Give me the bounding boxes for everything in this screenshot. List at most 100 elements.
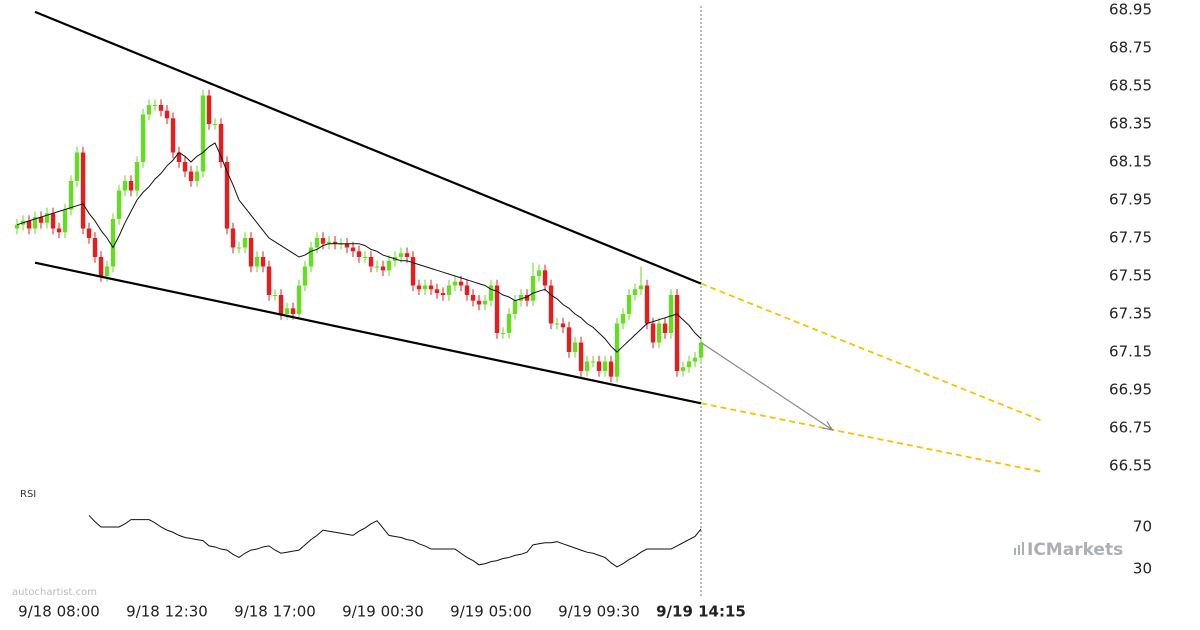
candle-body <box>584 361 590 371</box>
candle-body <box>326 241 332 244</box>
trendline <box>700 402 1042 473</box>
candle-body <box>458 281 464 286</box>
candle-body <box>332 241 338 244</box>
candle-body <box>638 285 644 290</box>
candle-body <box>224 162 230 229</box>
candle-body <box>200 95 206 172</box>
trendline <box>700 282 1042 422</box>
candle-body <box>632 289 638 295</box>
candle-body <box>440 293 446 295</box>
candle-body <box>116 190 122 219</box>
candle-body <box>62 209 68 233</box>
trendline <box>34 10 702 285</box>
candle-body <box>578 342 584 371</box>
candle-body <box>218 124 224 162</box>
y-tick-label: 68.35 <box>1109 115 1152 133</box>
candle-body <box>362 257 368 258</box>
y-tick-label: 68.55 <box>1109 77 1152 95</box>
candle-body <box>254 257 260 267</box>
candle-body <box>140 114 146 162</box>
candle-body <box>686 361 692 368</box>
candle-body <box>170 118 176 153</box>
candle-body <box>404 253 410 257</box>
candle-body <box>680 367 686 371</box>
candle-body <box>596 361 602 371</box>
candle-body <box>626 295 632 314</box>
candle-body <box>146 105 152 115</box>
candle-body <box>266 266 272 295</box>
candle-body <box>158 105 164 111</box>
y-tick-label: 66.95 <box>1109 381 1152 399</box>
candle-body <box>692 357 698 362</box>
moving-average <box>16 142 702 353</box>
candle-body <box>302 266 308 286</box>
candle-body <box>86 228 92 238</box>
candle-body <box>296 285 302 314</box>
candle-body <box>464 285 470 295</box>
candle-body <box>32 217 38 229</box>
candle-body <box>428 285 434 290</box>
candle-body <box>614 323 620 377</box>
x-tick-label: 9/18 12:30 <box>126 603 208 621</box>
candle-body <box>422 285 428 290</box>
x-tick-label: 9/19 09:30 <box>558 603 640 621</box>
candle-body <box>500 333 506 334</box>
x-tick-label: 9/18 17:00 <box>234 603 316 621</box>
candle-body <box>530 276 536 301</box>
candle-body <box>650 323 656 343</box>
candle-body <box>188 171 194 181</box>
y-tick-label: 67.75 <box>1109 229 1152 247</box>
candle-body <box>206 95 212 124</box>
candle-body <box>482 300 488 305</box>
candle-body <box>698 342 704 358</box>
candle-body <box>590 361 596 363</box>
watermark: autochartist.com <box>12 587 97 598</box>
candle-body <box>368 257 374 267</box>
candle-body <box>278 295 284 314</box>
candle-body <box>320 238 326 244</box>
candle-body <box>38 217 44 223</box>
candle-body <box>122 181 128 191</box>
y-tick-label: 66.75 <box>1109 419 1152 437</box>
trendline <box>34 261 702 405</box>
x-tick-label: 9/19 00:30 <box>342 603 424 621</box>
arrow-head <box>822 421 834 431</box>
rsi-tick-label: 30 <box>1133 560 1152 578</box>
candle-body <box>212 124 218 125</box>
forecast-arrow <box>700 342 833 431</box>
y-tick-label: 67.35 <box>1109 305 1152 323</box>
candle-body <box>98 257 104 276</box>
candle-body <box>356 251 362 257</box>
candle-body <box>488 285 494 301</box>
candle-body <box>476 300 482 305</box>
y-tick-label: 68.95 <box>1109 1 1152 19</box>
candle-body <box>572 342 578 352</box>
candle-body <box>176 152 182 162</box>
x-tick-label: 9/19 14:15 <box>656 603 746 621</box>
candle-body <box>344 243 350 248</box>
candle-body <box>164 110 170 119</box>
candle-body <box>608 361 614 377</box>
candle-body <box>92 238 98 257</box>
rsi-tick-label: 70 <box>1133 518 1152 536</box>
candle-body <box>284 308 290 314</box>
candle-body <box>380 266 386 271</box>
candle-body <box>398 253 404 257</box>
candle-body <box>668 295 674 333</box>
candle-body <box>656 323 662 343</box>
candle-body <box>248 238 254 267</box>
candle-body <box>128 181 134 191</box>
candle-body <box>416 285 422 290</box>
candle-body <box>194 171 200 181</box>
candle-body <box>308 247 314 267</box>
candle-body <box>260 257 266 267</box>
candle-body <box>524 295 530 301</box>
candle-body <box>536 270 542 276</box>
candle-body <box>644 285 650 324</box>
y-tick-label: 68.75 <box>1109 39 1152 57</box>
rsi-line <box>88 515 702 568</box>
x-tick-label: 9/19 05:00 <box>450 603 532 621</box>
candle-body <box>494 285 500 333</box>
brand: ICMarkets <box>1027 540 1123 560</box>
